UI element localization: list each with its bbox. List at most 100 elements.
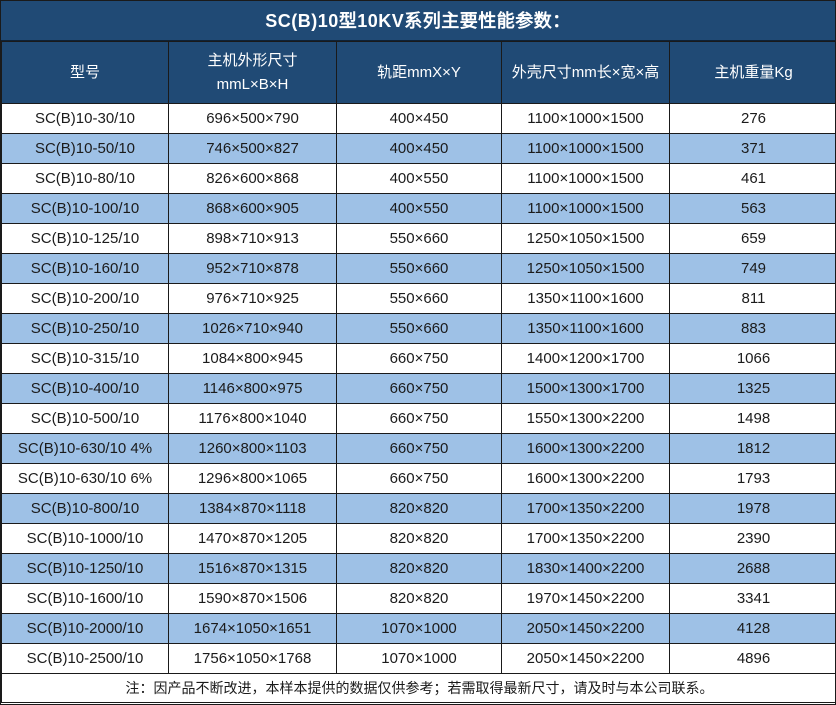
table-cell: SC(B)10-630/10 6% bbox=[1, 463, 169, 494]
table-cell: 550×660 bbox=[336, 313, 502, 344]
header-cell-1: 主机外形尺寸 mmL×B×H bbox=[168, 41, 337, 104]
table-row: SC(B)10-500/10 1176×800×1040 660×750 1550×1… bbox=[1, 403, 835, 434]
spec-table: 型号 主机外形尺寸 mmL×B×H 轨距mmX×Y 外壳尺寸mm长×宽×高 主机重量Kg … bbox=[1, 41, 835, 703]
table-cell: 1070×1000 bbox=[336, 613, 502, 644]
table-cell: 563 bbox=[669, 193, 835, 224]
table-cell: 820×820 bbox=[336, 553, 502, 584]
table-cell: 400×450 bbox=[336, 133, 502, 164]
table-cell: 1400×1200×1700 bbox=[501, 343, 670, 374]
table-row: SC(B)10-1600/10 1590×870×1506 820×820 1970×… bbox=[1, 583, 835, 614]
table-cell: SC(B)10-200/10 bbox=[1, 283, 169, 314]
table-cell: 1700×1350×2200 bbox=[501, 493, 670, 524]
header-label: 主机重量Kg bbox=[714, 63, 793, 81]
table-cell: SC(B)10-2000/10 bbox=[1, 613, 169, 644]
header-label: 轨距mmX×Y bbox=[377, 63, 461, 81]
header-row: 型号 主机外形尺寸 mmL×B×H 轨距mmX×Y 外壳尺寸mm长×宽×高 主机重量Kg bbox=[1, 41, 835, 104]
table-row: SC(B)10-200/10 976×710×925 550×660 1350×110… bbox=[1, 283, 835, 314]
table-cell: SC(B)10-160/10 bbox=[1, 253, 169, 284]
table-cell: 868×600×905 bbox=[168, 193, 337, 224]
table-cell: SC(B)10-400/10 bbox=[1, 373, 169, 404]
table-cell: 276 bbox=[669, 103, 835, 134]
table-row: SC(B)10-400/10 1146×800×975 660×750 1500×13… bbox=[1, 373, 835, 404]
table-row: SC(B)10-1000/10 1470×870×1205 820×820 1700×… bbox=[1, 523, 835, 554]
table-cell: 2050×1450×2200 bbox=[501, 643, 670, 674]
table-row: SC(B)10-125/10 898×710×913 550×660 1250×105… bbox=[1, 223, 835, 254]
table-cell: 1100×1000×1500 bbox=[501, 193, 670, 224]
header-label: mmL×B×H bbox=[216, 75, 289, 93]
header-cell-0: 型号 bbox=[1, 41, 169, 104]
table-cell: 2688 bbox=[669, 553, 835, 584]
table-cell: 746×500×827 bbox=[168, 133, 337, 164]
table-cell: 1384×870×1118 bbox=[168, 493, 337, 524]
table-cell: SC(B)10-100/10 bbox=[1, 193, 169, 224]
table-cell: 976×710×925 bbox=[168, 283, 337, 314]
table-row: SC(B)10-160/10 952×710×878 550×660 1250×105… bbox=[1, 253, 835, 284]
table-cell: 1498 bbox=[669, 403, 835, 434]
note-row: 注：因产品不断改进，本样本提供的数据仅供参考；若需取得最新尺寸，请及时与本公司联… bbox=[1, 673, 835, 703]
table-cell: SC(B)10-250/10 bbox=[1, 313, 169, 344]
table-cell: 1100×1000×1500 bbox=[501, 133, 670, 164]
table-cell: 811 bbox=[669, 283, 835, 314]
table-cell: 1350×1100×1600 bbox=[501, 283, 670, 314]
table-cell: 826×600×868 bbox=[168, 163, 337, 194]
header-label: 型号 bbox=[69, 63, 100, 81]
table-cell: 1970×1450×2200 bbox=[501, 583, 670, 614]
table-cell: SC(B)10-50/10 bbox=[1, 133, 169, 164]
table-cell: SC(B)10-630/10 4% bbox=[1, 433, 169, 464]
table-cell: 2050×1450×2200 bbox=[501, 613, 670, 644]
table-cell: 659 bbox=[669, 223, 835, 254]
table-row: SC(B)10-630/10 6% 1296×800×1065 660×750 160… bbox=[1, 463, 835, 494]
table-cell: 660×750 bbox=[336, 403, 502, 434]
table-cell: 1600×1300×2200 bbox=[501, 463, 670, 494]
table-cell: 4896 bbox=[669, 643, 835, 674]
table-cell: 1070×1000 bbox=[336, 643, 502, 674]
table-cell: SC(B)10-1000/10 bbox=[1, 523, 169, 554]
table-cell: 660×750 bbox=[336, 343, 502, 374]
table-cell: 371 bbox=[669, 133, 835, 164]
table-row: SC(B)10-800/10 1384×870×1118 820×820 1700×1… bbox=[1, 493, 835, 524]
table-cell: SC(B)10-2500/10 bbox=[1, 643, 169, 674]
table-row: SC(B)10-250/10 1026×710×940 550×660 1350×11… bbox=[1, 313, 835, 344]
table-cell: 400×450 bbox=[336, 103, 502, 134]
header-label: 外壳尺寸mm长×宽×高 bbox=[511, 63, 660, 81]
table-cell: 2390 bbox=[669, 523, 835, 554]
header-cell-2: 轨距mmX×Y bbox=[336, 41, 502, 104]
table-cell: SC(B)10-125/10 bbox=[1, 223, 169, 254]
table-cell: 660×750 bbox=[336, 373, 502, 404]
table-cell: 1325 bbox=[669, 373, 835, 404]
table-cell: SC(B)10-1250/10 bbox=[1, 553, 169, 584]
table-cell: 1470×870×1205 bbox=[168, 523, 337, 554]
table-cell: 1350×1100×1600 bbox=[501, 313, 670, 344]
table-cell: 3341 bbox=[669, 583, 835, 614]
table-cell: 820×820 bbox=[336, 583, 502, 614]
table-cell: 550×660 bbox=[336, 253, 502, 284]
table-cell: 1250×1050×1500 bbox=[501, 253, 670, 284]
table-cell: 1756×1050×1768 bbox=[168, 643, 337, 674]
table-cell: 883 bbox=[669, 313, 835, 344]
table-cell: 1250×1050×1500 bbox=[501, 223, 670, 254]
table-row: SC(B)10-100/10 868×600×905 400×550 1100×100… bbox=[1, 193, 835, 224]
table-row: SC(B)10-2500/10 1756×1050×1768 1070×1000 20… bbox=[1, 643, 835, 674]
table-cell: 550×660 bbox=[336, 223, 502, 254]
table-cell: 1516×870×1315 bbox=[168, 553, 337, 584]
header-cell-4: 主机重量Kg bbox=[669, 41, 835, 104]
table-cell: 400×550 bbox=[336, 163, 502, 194]
table-cell: 660×750 bbox=[336, 433, 502, 464]
table-row: SC(B)10-630/10 4% 1260×800×1103 660×750 160… bbox=[1, 433, 835, 464]
footer-note: 注：因产品不断改进，本样本提供的数据仅供参考；若需取得最新尺寸，请及时与本公司联… bbox=[1, 673, 835, 703]
table-cell: 660×750 bbox=[336, 463, 502, 494]
table-cell: SC(B)10-80/10 bbox=[1, 163, 169, 194]
table-cell: 1176×800×1040 bbox=[168, 403, 337, 434]
table-cell: SC(B)10-30/10 bbox=[1, 103, 169, 134]
table-cell: 400×550 bbox=[336, 193, 502, 224]
table-cell: 820×820 bbox=[336, 493, 502, 524]
table-cell: 1700×1350×2200 bbox=[501, 523, 670, 554]
table-cell: 1600×1300×2200 bbox=[501, 433, 670, 464]
table-cell: 1793 bbox=[669, 463, 835, 494]
table-cell: 952×710×878 bbox=[168, 253, 337, 284]
table-cell: 550×660 bbox=[336, 283, 502, 314]
table-cell: SC(B)10-315/10 bbox=[1, 343, 169, 374]
table-cell: 461 bbox=[669, 163, 835, 194]
table-cell: 1100×1000×1500 bbox=[501, 163, 670, 194]
table-cell: 1978 bbox=[669, 493, 835, 524]
